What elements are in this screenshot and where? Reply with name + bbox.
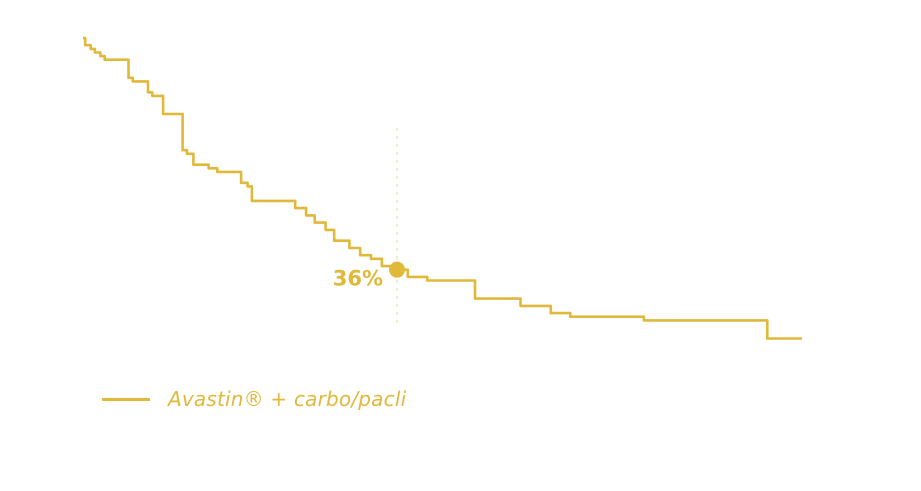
legend-label: Avastin® + carbo/pacli xyxy=(168,387,407,411)
legend: Avastin® + carbo/pacli xyxy=(102,384,406,414)
callout-marker xyxy=(389,261,406,278)
legend-swatch xyxy=(102,397,150,401)
series-line-avastin-carbo-pacli xyxy=(83,36,802,340)
callout-label: 36% xyxy=(333,267,383,291)
